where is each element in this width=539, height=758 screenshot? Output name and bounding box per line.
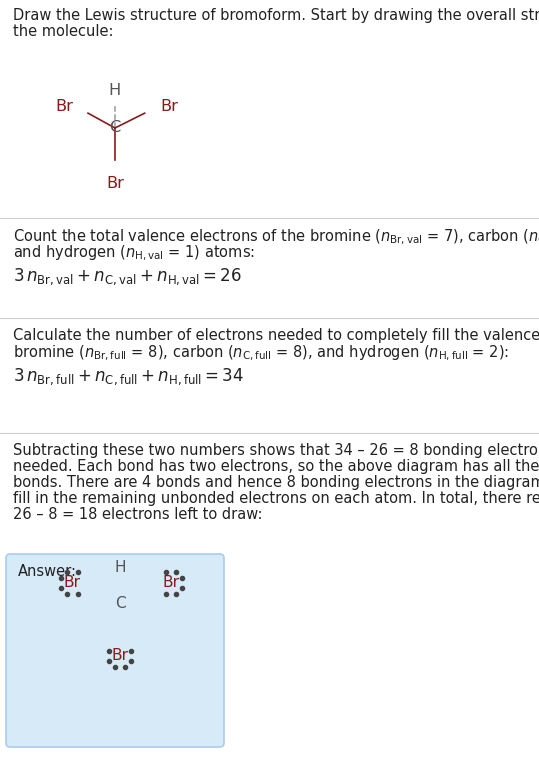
Text: Br: Br (56, 99, 73, 114)
Text: Count the total valence electrons of the bromine ($n_{\mathrm{Br, val}}$ = 7), c: Count the total valence electrons of the… (13, 228, 539, 247)
Text: 26 – 8 = 18 electrons left to draw:: 26 – 8 = 18 electrons left to draw: (13, 507, 262, 522)
Text: Calculate the number of electrons needed to completely fill the valence shells f: Calculate the number of electrons needed… (13, 328, 539, 343)
Text: Draw the Lewis structure of bromoform. Start by drawing the overall structure of: Draw the Lewis structure of bromoform. S… (13, 8, 539, 23)
Text: needed. Each bond has two electrons, so the above diagram has all the necessary: needed. Each bond has two electrons, so … (13, 459, 539, 474)
Text: the molecule:: the molecule: (13, 24, 114, 39)
Text: $3\,n_{\mathrm{Br, full}} + n_{\mathrm{C, full}} + n_{\mathrm{H, full}} = 34$: $3\,n_{\mathrm{Br, full}} + n_{\mathrm{C… (13, 366, 244, 387)
Text: H: H (114, 560, 126, 575)
Text: bonds. There are 4 bonds and hence 8 bonding electrons in the diagram. Lastly,: bonds. There are 4 bonds and hence 8 bon… (13, 475, 539, 490)
Text: Br: Br (64, 575, 81, 590)
Text: bromine ($n_{\mathrm{Br, full}}$ = 8), carbon ($n_{\mathrm{C, full}}$ = 8), and : bromine ($n_{\mathrm{Br, full}}$ = 8), c… (13, 344, 509, 363)
Text: H: H (109, 83, 121, 98)
Text: C: C (109, 121, 121, 136)
Text: Answer:: Answer: (18, 564, 77, 579)
Text: C: C (115, 596, 126, 610)
Text: Br: Br (160, 99, 178, 114)
Text: Br: Br (112, 648, 128, 663)
Text: and hydrogen ($n_{\mathrm{H, val}}$ = 1) atoms:: and hydrogen ($n_{\mathrm{H, val}}$ = 1)… (13, 244, 255, 263)
FancyBboxPatch shape (6, 554, 224, 747)
Text: Br: Br (106, 177, 124, 191)
Text: $3\,n_{\mathrm{Br, val}} + n_{\mathrm{C, val}} + n_{\mathrm{H, val}} = 26$: $3\,n_{\mathrm{Br, val}} + n_{\mathrm{C,… (13, 266, 242, 287)
Text: fill in the remaining unbonded electrons on each atom. In total, there remain: fill in the remaining unbonded electrons… (13, 491, 539, 506)
Text: Br: Br (162, 575, 179, 590)
Text: Subtracting these two numbers shows that 34 – 26 = 8 bonding electrons are: Subtracting these two numbers shows that… (13, 443, 539, 458)
